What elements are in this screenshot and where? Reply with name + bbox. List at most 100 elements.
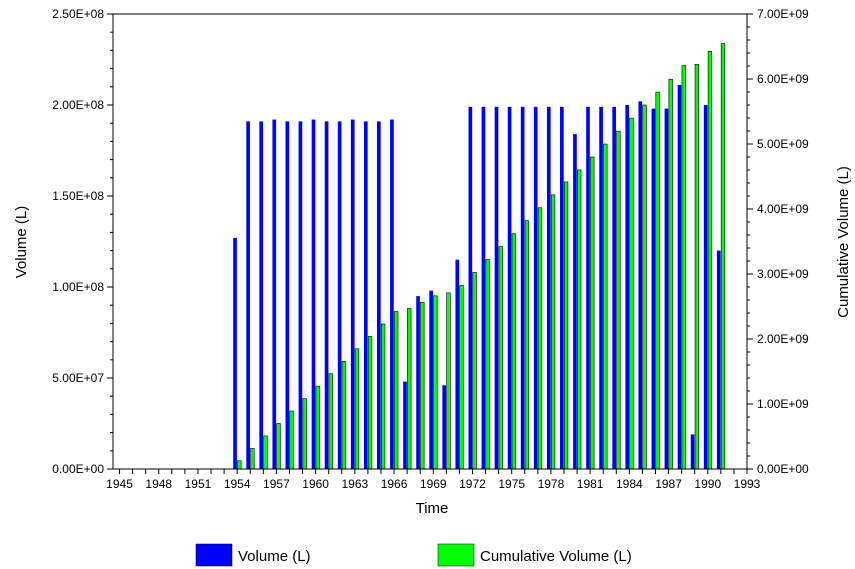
bar-cumulative: [524, 220, 530, 470]
bar-volume: [716, 250, 721, 469]
bar-cumulative: [616, 130, 621, 470]
x-tick-label: 1960: [302, 477, 329, 491]
bar-volume: [677, 84, 682, 469]
bar-volume: [429, 290, 433, 469]
bar-cumulative: [577, 169, 582, 470]
bar-cumulative: [237, 460, 242, 470]
bar-volume: [377, 121, 381, 469]
bar-volume: [416, 296, 420, 469]
bar-cumulative: [655, 91, 660, 470]
x-tick-label: 1993: [734, 477, 761, 491]
y-tick-label: 2.50E+08: [52, 7, 104, 21]
bar-volume: [546, 106, 551, 469]
bar-cumulative: [668, 78, 673, 470]
bar-volume: [233, 237, 237, 469]
bar-cumulative: [407, 308, 412, 470]
bar-volume: [468, 106, 473, 469]
bar-cumulative: [302, 398, 307, 470]
bar-cumulative: [603, 143, 608, 470]
y2-tick-label: 4.00E+09: [757, 202, 809, 216]
x-tick-label: 1978: [538, 477, 565, 491]
bar-volume: [690, 434, 695, 469]
bar-cumulative: [367, 336, 373, 470]
bar-cumulative: [681, 65, 686, 470]
bar-volume: [612, 106, 616, 469]
bar-cumulative: [420, 301, 425, 470]
bar-volume: [664, 108, 669, 469]
y2-tick-label: 5.00E+09: [757, 137, 809, 151]
bar-cumulative: [498, 246, 503, 470]
bar-volume: [390, 119, 394, 469]
y2-axis-title: Cumulative Volume (L): [835, 166, 852, 318]
bar-volume: [638, 101, 643, 470]
bar-cumulative: [720, 43, 726, 470]
bar-cumulative: [563, 181, 569, 470]
x-tick-label: 1987: [655, 477, 682, 491]
x-tick-label: 1975: [498, 477, 525, 491]
y-axis-title: Volume (L): [13, 206, 30, 279]
bar-cumulative: [472, 272, 477, 470]
x-tick-label: 1951: [185, 477, 212, 491]
bar-cumulative: [629, 117, 634, 470]
y-tick-label: 0.00E+00: [52, 462, 104, 476]
bar-cumulative: [537, 207, 543, 470]
bars-layer: [233, 43, 726, 470]
bar-volume: [494, 106, 499, 469]
bar-cumulative: [485, 259, 490, 470]
bar-volume: [311, 119, 316, 469]
bar-volume: [455, 259, 460, 469]
legend-swatch-cumulative: [437, 543, 475, 567]
legend-swatch-volume: [195, 543, 233, 567]
bar-volume: [363, 121, 368, 469]
y2-tick-label: 0.00E+00: [757, 462, 809, 476]
bar-cumulative: [590, 156, 595, 470]
x-tick-label: 1966: [381, 477, 408, 491]
bar-cumulative: [707, 51, 713, 470]
bar-volume: [259, 121, 264, 469]
x-tick-label: 1972: [459, 477, 486, 491]
legend-label-volume: Volume (L): [238, 548, 311, 565]
bar-volume: [520, 106, 525, 469]
bar-volume: [403, 381, 407, 469]
bar-cumulative: [433, 295, 438, 470]
bar-cumulative: [328, 373, 333, 470]
y-tick-label: 2.00E+08: [52, 98, 104, 112]
bar-cumulative: [394, 311, 399, 470]
x-tick-label: 1954: [224, 477, 251, 491]
y-tick-label: 1.50E+08: [52, 189, 104, 203]
y2-tick-label: 1.00E+09: [757, 397, 809, 411]
bar-volume: [324, 121, 329, 469]
bar-cumulative: [341, 360, 347, 470]
x-tick-label: 1981: [577, 477, 604, 491]
bar-volume: [703, 105, 708, 469]
x-tick-label: 1957: [263, 477, 290, 491]
bar-volume: [586, 106, 590, 469]
bar-cumulative: [250, 448, 255, 470]
bar-volume: [298, 121, 303, 469]
x-tick-label: 1963: [341, 477, 368, 491]
y2-tick-label: 2.00E+09: [757, 332, 809, 346]
bar-cumulative: [550, 194, 556, 470]
x-tick-label: 1984: [616, 477, 643, 491]
x-tick-label: 1945: [106, 477, 133, 491]
x-axis-title: Time: [416, 500, 449, 517]
bar-cumulative: [276, 423, 281, 470]
bar-volume: [337, 121, 342, 469]
legend-label-cumulative: Cumulative Volume (L): [480, 548, 632, 565]
bar-volume: [573, 134, 577, 469]
bar-volume: [272, 119, 277, 469]
y2-tick-label: 6.00E+09: [757, 72, 809, 86]
bar-volume: [507, 106, 512, 469]
bar-cumulative: [354, 348, 360, 470]
bar-volume: [442, 385, 447, 469]
bar-cumulative: [459, 285, 464, 470]
bar-volume: [285, 121, 290, 469]
y2-tick-label: 7.00E+09: [757, 7, 809, 21]
bar-cumulative: [642, 104, 647, 470]
bar-volume: [560, 106, 564, 469]
x-tick-label: 1990: [694, 477, 721, 491]
y2-tick-label: 3.00E+09: [757, 267, 809, 281]
bar-volume: [651, 108, 656, 469]
bar-cumulative: [694, 64, 699, 470]
